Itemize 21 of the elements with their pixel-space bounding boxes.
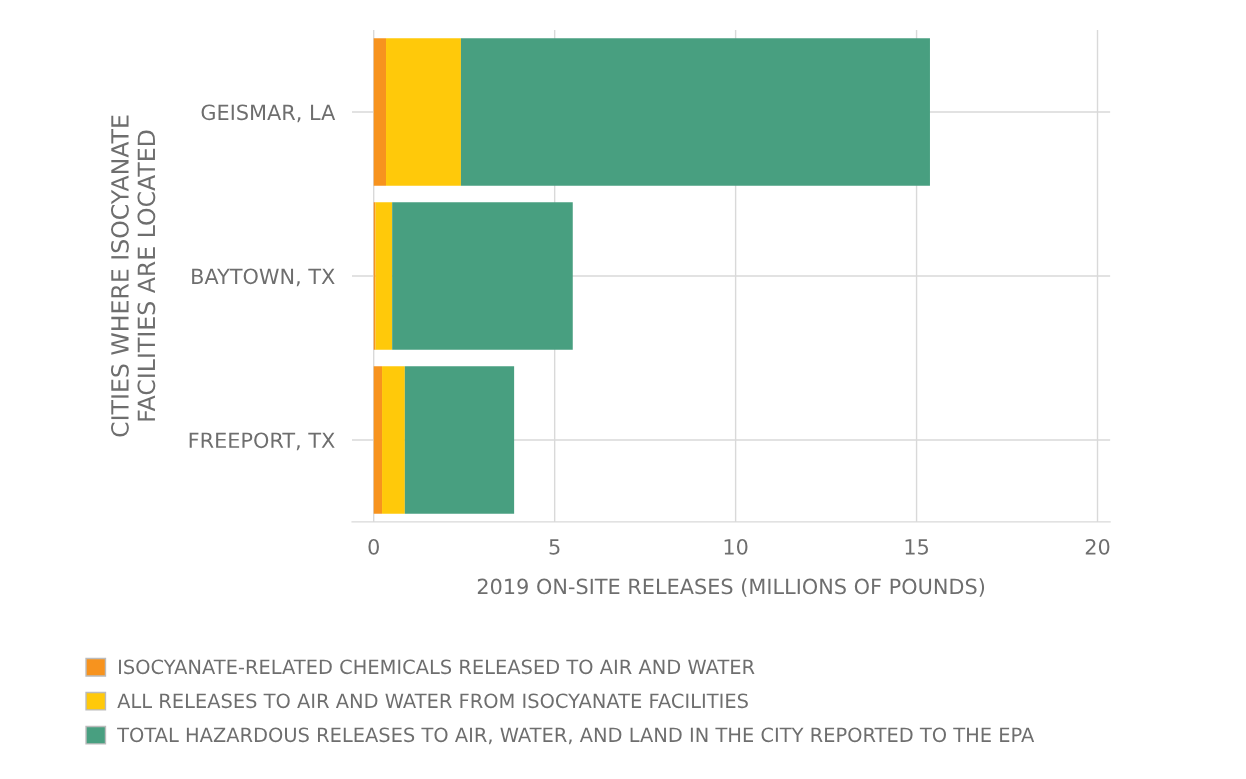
x-tick-label: 5 — [549, 539, 560, 555]
x-tick-label: 0 — [368, 538, 379, 555]
legend-label: ISOCYANATE-RELATED CHEMICALS RELEASED TO AIR AND WATER — [119, 659, 755, 675]
bar — [373, 366, 383, 514]
y-tick-label: GEISMAR, LA — [201, 104, 336, 123]
y-axis-title: CITIES WHERE ISOCYANATE FACILITIES ARE LOCATED — [111, 115, 156, 437]
bar — [392, 202, 573, 350]
x-tick-label: 15 — [905, 539, 928, 555]
bar — [382, 366, 405, 514]
bar — [460, 38, 930, 186]
bar — [373, 38, 387, 186]
y-tick-label: BAYTOWN, TX — [192, 268, 335, 287]
x-tick-label: 20 — [1085, 538, 1110, 555]
legend-label: TOTAL HAZARDOUS RELEASES TO AIR, WATER, AND LAND IN THE CITY REPORTED TO THE EPA — [117, 727, 1035, 745]
x-tick-label: 10 — [724, 538, 748, 555]
bar — [404, 366, 515, 514]
x-axis-title: 2019 ON-SITE RELEASES (MILLIONS OF POUNDS) — [477, 578, 985, 597]
bar — [375, 202, 393, 350]
legend-label: ALL RELEASES TO AIR AND WATER FROM ISOCYANATE FACILITIES — [117, 693, 748, 709]
y-tick-label: FREEPORT, TX — [189, 432, 335, 451]
bar — [386, 38, 461, 186]
